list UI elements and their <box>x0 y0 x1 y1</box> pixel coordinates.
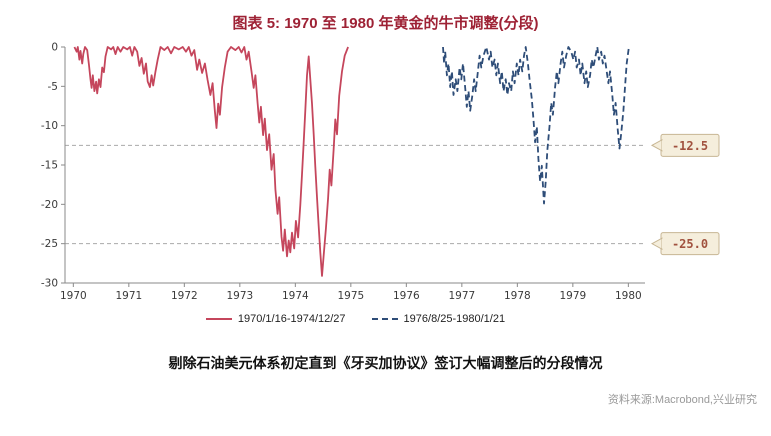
svg-text:1977: 1977 <box>448 290 475 302</box>
svg-text:1979: 1979 <box>559 290 586 302</box>
svg-text:1973: 1973 <box>226 290 253 302</box>
svg-text:-10: -10 <box>40 120 57 132</box>
legend-label-segment1: 1970/1/16-1974/12/27 <box>237 313 346 325</box>
legend-swatch-solid-red <box>205 318 232 320</box>
chart-area: 0 -5 -10 -15 -20 -25 -30 1970 1971 1972 1973 1974 19… <box>0 39 771 311</box>
svg-text:-25.0: -25.0 <box>671 237 707 251</box>
source-note: 资料来源:Macrobond,兴业研究 <box>607 394 757 406</box>
figure-caption: 剔除石油美元体系初定直到《牙买加协议》签订大幅调整后的分段情况 <box>168 355 603 371</box>
chart-legend: 1970/1/16-1974/12/27 1976/8/25-1980/1/21 <box>0 313 741 325</box>
svg-text:-15: -15 <box>40 160 57 172</box>
svg-text:0: 0 <box>51 42 58 54</box>
svg-text:1974: 1974 <box>281 290 308 302</box>
legend-item-segment1: 1970/1/16-1974/12/27 <box>205 313 346 325</box>
svg-text:-12.5: -12.5 <box>671 139 707 153</box>
svg-text:1972: 1972 <box>170 290 197 302</box>
chart-title: 图表 5: 1970 至 1980 年黄金的牛市调整(分段) <box>232 15 539 32</box>
svg-text:1978: 1978 <box>503 290 530 302</box>
svg-text:-20: -20 <box>40 199 57 211</box>
svg-text:-5: -5 <box>47 81 57 93</box>
legend-label-segment2: 1976/8/25-1980/1/21 <box>403 313 506 325</box>
svg-text:1980: 1980 <box>614 290 641 302</box>
svg-text:1976: 1976 <box>392 290 419 302</box>
svg-text:1970: 1970 <box>59 290 86 302</box>
legend-swatch-dashed-navy <box>371 318 398 320</box>
svg-text:1975: 1975 <box>337 290 364 302</box>
svg-text:-25: -25 <box>40 238 57 250</box>
svg-text:1971: 1971 <box>115 290 142 302</box>
svg-text:-30: -30 <box>40 278 57 290</box>
legend-item-segment2: 1976/8/25-1980/1/21 <box>371 313 506 325</box>
